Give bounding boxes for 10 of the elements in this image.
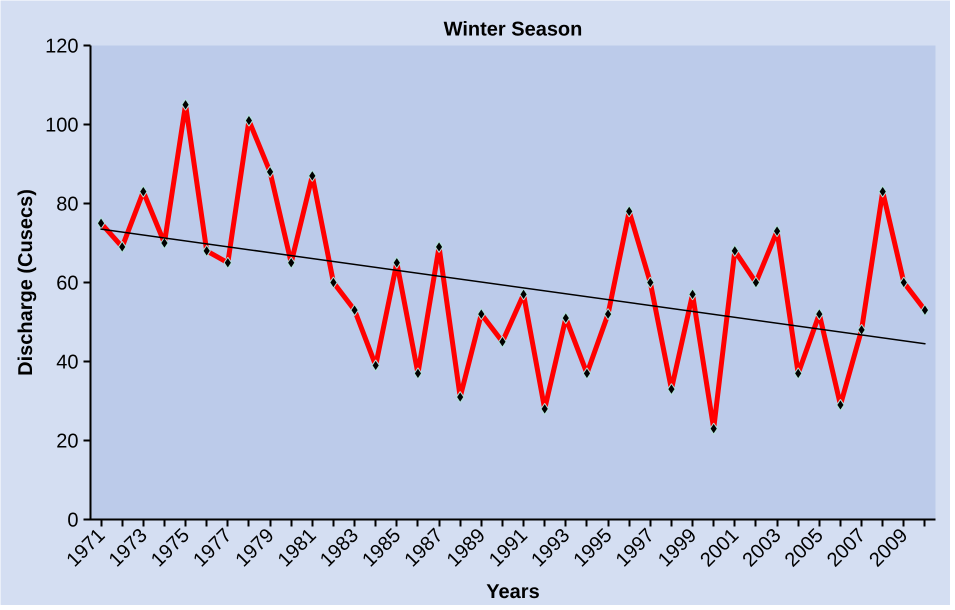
y-axis-title: Discharge (Cusecs): [15, 189, 38, 376]
y-tick-label: 40: [56, 352, 79, 374]
y-tick-label: 0: [67, 510, 78, 532]
y-tick-label: 60: [56, 272, 79, 294]
y-tick-label: 120: [45, 36, 79, 58]
chart-title: Winter Season: [444, 18, 582, 40]
y-tick-label: 20: [56, 430, 79, 452]
y-tick-label: 100: [45, 114, 79, 136]
y-tick-label: 80: [56, 194, 79, 216]
x-axis-title: Years: [486, 580, 540, 603]
